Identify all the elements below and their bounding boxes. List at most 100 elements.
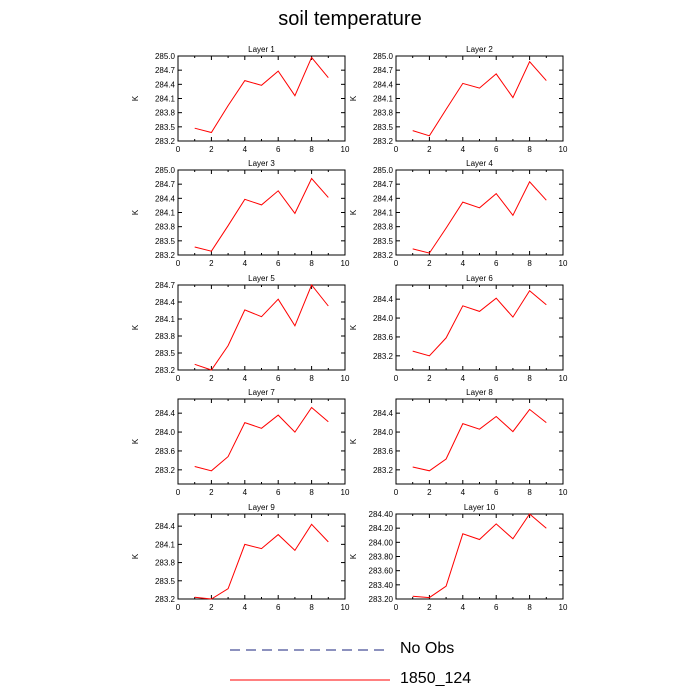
legend-label-1850-124: 1850_124 (400, 670, 472, 687)
layer-1-ytick-label: 283.5 (155, 123, 176, 132)
layer-5-ytick-label: 283.2 (155, 366, 176, 375)
layer-3-ylabel: K (131, 209, 140, 215)
layer-1-xtick-label: 4 (243, 145, 248, 154)
layer-7-frame (177, 398, 346, 485)
layer-10-xtick-label: 4 (461, 603, 466, 612)
layer-4-xtick-label: 8 (527, 259, 532, 268)
layer-3-ytick-label: 284.4 (155, 194, 176, 203)
layer-8-ylabel: K (349, 438, 358, 444)
layer-5-ylabel: K (131, 324, 140, 330)
layer-3-ytick-label: 283.5 (155, 237, 176, 246)
layer-9-ylabel: K (131, 553, 140, 559)
layer-6-xtick-label: 6 (494, 374, 499, 383)
layer-10-xtick-label: 2 (427, 603, 432, 612)
layer-7-xtick-label: 8 (309, 488, 314, 497)
layer-4-ytick-label: 283.2 (373, 251, 394, 260)
layer-3-xtick-label: 10 (341, 259, 350, 268)
layer-10-title: Layer 10 (464, 503, 496, 512)
layer-6-ytick-label: 283.6 (373, 333, 394, 342)
layer-2-xtick-label: 6 (494, 145, 499, 154)
layer-5-xtick-label: 0 (176, 374, 181, 383)
layer-9-frame (177, 513, 346, 600)
layer-2-xtick-label: 4 (461, 145, 466, 154)
layer-5-xtick-label: 10 (341, 374, 350, 383)
legend-item-1850-124: 1850_124 (230, 670, 480, 690)
layer-5-xtick-label: 2 (209, 374, 214, 383)
layer-1-xtick-label: 0 (176, 145, 181, 154)
layer-4-title: Layer 4 (466, 159, 493, 168)
layer-5-xtick-label: 6 (276, 374, 281, 383)
layer-5-frame (177, 284, 346, 371)
layer-9-xtick-label: 0 (176, 603, 181, 612)
layer-10-xtick-label: 6 (494, 603, 499, 612)
layer-6-xtick-label: 2 (427, 374, 432, 383)
layer-4-ytick-label: 284.4 (373, 194, 394, 203)
layer-8-series-line (412, 408, 547, 472)
layer-9-xtick-label: 8 (309, 603, 314, 612)
layer-4-ytick-label: 284.7 (373, 180, 394, 189)
layer-10-ytick-label: 283.40 (369, 581, 394, 590)
layer-2-ytick-label: 283.8 (373, 109, 394, 118)
layer-2-ytick-label: 284.7 (373, 66, 394, 75)
layer-1-xtick-label: 2 (209, 145, 214, 154)
layer-2-ytick-label: 283.5 (373, 123, 394, 132)
layer-3-xtick-label: 6 (276, 259, 281, 268)
layer-6-ylabel: K (349, 324, 358, 330)
layer-9-xtick-label: 10 (341, 603, 350, 612)
layer-10-ytick-label: 283.60 (369, 567, 394, 576)
layer-7-ytick-label: 283.2 (155, 466, 176, 475)
layer-7-ytick-label: 283.6 (155, 447, 176, 456)
layer-4-series-line (412, 180, 547, 254)
layer-10-frame (395, 513, 564, 600)
layer-2-series-line (412, 60, 547, 137)
layer-2-title: Layer 2 (466, 45, 493, 54)
layer-8-xtick-label: 0 (394, 488, 399, 497)
layer-9-xtick-label: 4 (243, 603, 248, 612)
layer-6-series-line (412, 289, 547, 357)
layer-1-series-line (194, 56, 329, 134)
layer-7-ytick-label: 284.4 (155, 409, 176, 418)
layer-9-ytick-label: 284.1 (155, 540, 176, 549)
layer-4-ytick-label: 283.5 (373, 237, 394, 246)
layer-6-ytick-label: 284.4 (373, 295, 394, 304)
layer-5-ytick-label: 284.4 (155, 298, 176, 307)
layer-9-xtick-label: 2 (209, 603, 214, 612)
layer-1-ytick-label: 285.0 (155, 52, 176, 61)
layer-8-xtick-label: 10 (559, 488, 568, 497)
layer-3-ytick-label: 284.7 (155, 180, 176, 189)
layer-8-xtick-label: 6 (494, 488, 499, 497)
layer-8-xtick-label: 4 (461, 488, 466, 497)
layer-1-ytick-label: 284.1 (155, 95, 176, 104)
layer-3-xtick-label: 4 (243, 259, 248, 268)
layer-1-ylabel: K (131, 95, 140, 101)
layer-4-ytick-label: 283.8 (373, 223, 394, 232)
layer-8-title: Layer 8 (466, 388, 493, 397)
layer-7-title: Layer 7 (248, 388, 275, 397)
layer-1-frame (177, 55, 346, 142)
layer-5-xtick-label: 8 (309, 374, 314, 383)
layer-9-ytick-label: 283.8 (155, 559, 176, 568)
layer-6-xtick-label: 0 (394, 374, 399, 383)
layer-7-series-line (194, 406, 329, 472)
layer-10-ytick-label: 284.00 (369, 538, 394, 547)
legend-item-no-obs: No Obs (230, 640, 480, 660)
layer-1-ytick-label: 284.7 (155, 66, 176, 75)
layer-10-series-line (412, 513, 547, 599)
layer-8-ytick-label: 283.2 (373, 466, 394, 475)
layer-8-ytick-label: 284.4 (373, 409, 394, 418)
layer-4-frame (395, 169, 564, 256)
layer-2-ylabel: K (349, 95, 358, 101)
layer-8-ytick-label: 284.0 (373, 428, 394, 437)
layer-7-xtick-label: 2 (209, 488, 214, 497)
layer-7-ylabel: K (131, 438, 140, 444)
layer-5-title: Layer 5 (248, 274, 275, 283)
layer-3-xtick-label: 0 (176, 259, 181, 268)
layer-3-title: Layer 3 (248, 159, 275, 168)
layer-10-ytick-label: 283.20 (369, 595, 394, 604)
layer-6-xtick-label: 4 (461, 374, 466, 383)
layer-7-xtick-label: 6 (276, 488, 281, 497)
layer-7-xtick-label: 0 (176, 488, 181, 497)
layer-4-xtick-label: 6 (494, 259, 499, 268)
legend-swatch-1850-124 (230, 679, 390, 681)
